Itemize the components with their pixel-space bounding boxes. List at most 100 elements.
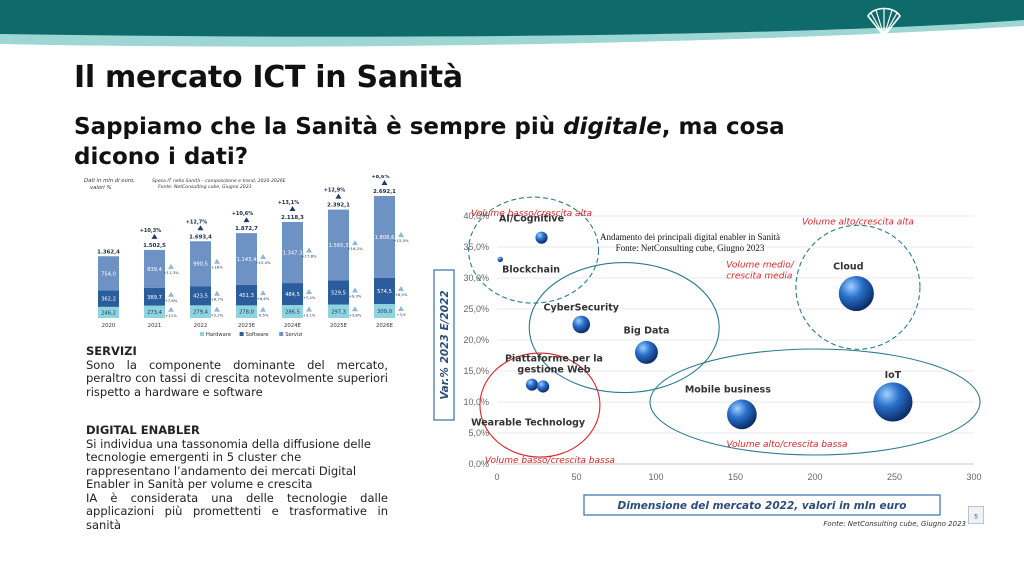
- total-growth-arrow-icon: [289, 206, 296, 212]
- growth-arrow-icon: [352, 306, 358, 312]
- bar-segment-servizi: [98, 256, 119, 291]
- growth-arrow-icon: [306, 247, 312, 253]
- bar-value-label: 1.347,3: [283, 251, 303, 257]
- total-growth-label: +10,6%: [232, 211, 254, 217]
- legend-entry: Software: [246, 332, 269, 338]
- bubble-label: IoT: [885, 370, 902, 381]
- total-label: 1.362,4: [97, 249, 120, 255]
- bar-segment-software: [190, 286, 211, 306]
- growth-label: +15,4%: [255, 260, 271, 265]
- banner-dark-band: [0, 0, 1024, 37]
- bubble-label: Mobile business: [685, 384, 771, 395]
- bar-segment-software: [98, 290, 119, 307]
- y-tick-label: 5,0%: [468, 428, 489, 438]
- bar-value-label: 423,5: [193, 294, 208, 300]
- growth-label: +8,5%: [395, 292, 408, 297]
- x-axis-label: Dimensione del mercato 2022, valori in m…: [618, 500, 907, 512]
- x-tick-label: 2023E: [238, 323, 256, 329]
- bubble-point: [727, 399, 757, 430]
- total-growth-label: +12,9%: [324, 188, 346, 194]
- total-growth-label: +10,3%: [140, 228, 162, 234]
- x-tick-label: 250: [887, 472, 902, 482]
- total-growth-arrow-icon: [381, 180, 388, 185]
- growth-arrow-icon: [214, 306, 220, 312]
- growth-arrow-icon: [260, 306, 266, 312]
- cluster-ellipse: [795, 224, 921, 350]
- bubble-point: [572, 315, 591, 334]
- source-note-line: Fonte: NetConsulting cube, Giugno 2023: [158, 184, 252, 190]
- bar-segment-servizi: [236, 233, 257, 285]
- bar-value-label: 286,5: [285, 310, 300, 316]
- source-note-line: Spesa IT nella Sanità – composizione e t…: [152, 177, 286, 184]
- growth-arrow-icon: [398, 231, 404, 237]
- y-tick-label: 20,0%: [463, 335, 489, 345]
- bar-value-label: 246,2: [101, 310, 116, 316]
- bubble-label: CyberSecurity: [544, 303, 620, 314]
- growth-label: +7,6%: [165, 298, 178, 303]
- bubble-point: [634, 340, 658, 364]
- growth-label: +11%: [165, 313, 177, 318]
- growth-arrow-icon: [352, 240, 358, 246]
- bar-segment-software: [236, 284, 257, 306]
- unit-note-line: valori %: [90, 185, 111, 191]
- cluster-ellipse: [479, 352, 601, 458]
- bar-segment-servizi: [144, 249, 165, 288]
- plot-area: [436, 202, 981, 502]
- bar-value-label: 273,4: [147, 310, 163, 316]
- x-tick-label: 50: [571, 472, 581, 482]
- bar-segment-hardware: [236, 305, 257, 318]
- bubble-label: Big Data: [624, 325, 670, 336]
- bubble-label: Cloud: [833, 262, 863, 273]
- growth-label: +16,2%: [347, 246, 363, 251]
- bubble-point: [497, 256, 503, 263]
- bar-value-label: 1.808,6: [375, 235, 395, 241]
- bubble-point: [838, 275, 874, 312]
- bar-segment-software: [282, 283, 303, 306]
- cluster-annotation: Volume alto/crescita alta: [802, 217, 914, 227]
- growth-label: +11,3%: [163, 270, 179, 275]
- x-tick-label: 200: [807, 472, 822, 482]
- y-tick-label: 25,0%: [463, 304, 489, 314]
- growth-arrow-icon: [352, 287, 358, 293]
- servizi-block: SERVIZI Sono la componente dominante del…: [86, 344, 388, 399]
- bar-segment-servizi: [190, 241, 211, 287]
- bubble-label: Piattaforme per la: [505, 354, 603, 365]
- growth-arrow-icon: [398, 305, 404, 311]
- x-tick-label: 0: [494, 472, 499, 482]
- growth-arrow-icon: [260, 254, 266, 260]
- bar-segment-software: [144, 287, 165, 306]
- bar-value-label: 278,0: [239, 310, 254, 316]
- bar-value-label: 309,0: [377, 309, 392, 315]
- growth-label: +3,1%: [303, 313, 316, 318]
- cluster-ellipse: [649, 348, 981, 456]
- growth-label: +17,8%: [301, 254, 317, 259]
- y-tick-label: 40,0%: [463, 211, 489, 221]
- total-label: 1.872,7: [235, 226, 258, 232]
- total-label: 2.118,3: [281, 215, 304, 221]
- total-label: 2.692,1: [373, 189, 396, 195]
- growth-arrow-icon: [306, 306, 312, 312]
- total-label: 1.693,4: [189, 234, 212, 240]
- bar-value-label: 297,3: [331, 309, 346, 315]
- bar-segment-servizi: [282, 222, 303, 284]
- growth-arrow-icon: [168, 306, 174, 312]
- bar-value-label: 754,0: [101, 271, 116, 277]
- chart-title-source: Fonte: NetConsulting cube, Giugno 2023: [616, 243, 765, 253]
- y-tick-label: 35,0%: [463, 242, 489, 252]
- bar-value-label: 990,5: [193, 262, 208, 268]
- growth-arrow-icon: [168, 291, 174, 297]
- total-label: 2.392,1: [327, 203, 350, 209]
- total-growth-arrow-icon: [243, 217, 250, 223]
- y-tick-label: 15,0%: [463, 366, 489, 376]
- servizi-text: Sono la componente dominante del mercato…: [86, 357, 388, 399]
- growth-arrow-icon: [306, 289, 312, 295]
- x-tick-label: 2020: [102, 323, 116, 329]
- total-growth-arrow-icon: [197, 225, 204, 231]
- bar-value-label: 839,4: [147, 267, 163, 273]
- bar-value-label: 1.143,4: [237, 257, 257, 263]
- bubble-point: [537, 380, 550, 393]
- chart-source: Fonte: NetConsulting cube, Giugno 2023: [823, 520, 966, 528]
- page-number-badge: 5: [968, 506, 984, 524]
- total-label: 1.502,5: [143, 243, 166, 249]
- cluster-ellipse: [468, 196, 600, 304]
